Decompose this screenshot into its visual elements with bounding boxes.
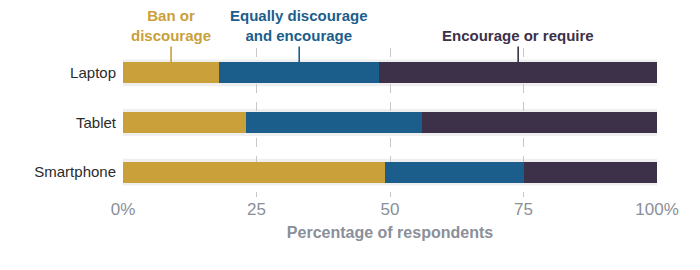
svg-text:Laptop: Laptop <box>70 64 116 81</box>
svg-text:Percentage of respondents: Percentage of respondents <box>287 224 493 241</box>
svg-text:50: 50 <box>381 200 400 219</box>
svg-text:0%: 0% <box>111 200 136 219</box>
svg-text:Smartphone: Smartphone <box>34 163 116 180</box>
svg-text:100%: 100% <box>635 200 678 219</box>
svg-text:25: 25 <box>247 200 266 219</box>
svg-text:Encourage or require: Encourage or require <box>442 27 594 44</box>
svg-text:Tablet: Tablet <box>76 114 117 131</box>
svg-text:Ban ordiscourage: Ban ordiscourage <box>131 7 211 44</box>
svg-text:75: 75 <box>514 200 533 219</box>
svg-text:Equally discourageand encourag: Equally discourageand encourage <box>230 7 368 44</box>
